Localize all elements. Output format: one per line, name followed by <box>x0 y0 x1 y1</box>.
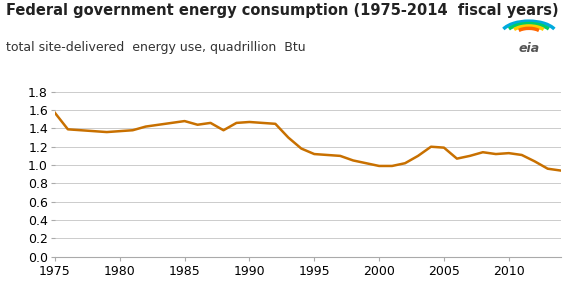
Text: Federal government energy consumption (1975-2014  fiscal years): Federal government energy consumption (1… <box>6 3 558 18</box>
Text: eia: eia <box>518 42 539 55</box>
Text: total site-delivered  energy use, quadrillion  Btu: total site-delivered energy use, quadril… <box>6 41 305 54</box>
